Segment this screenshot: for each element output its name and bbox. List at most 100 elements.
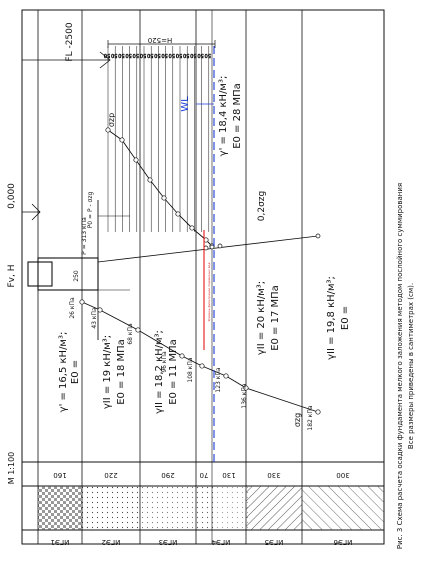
zg-value-label: 108 кПа xyxy=(187,357,194,382)
sublayer-label: 50 xyxy=(147,52,153,58)
zg-point xyxy=(243,385,249,391)
zg-value-label: 43 кПа xyxy=(91,307,98,329)
zp-point xyxy=(147,177,153,183)
thickness-1: 160 xyxy=(53,471,66,479)
zg02-point xyxy=(203,245,209,251)
sublayer-label: 50 xyxy=(197,52,203,58)
zp-label: σzp xyxy=(107,113,116,127)
index-4: ИГЭ4 xyxy=(211,538,230,546)
layer-4-gamma: γ' = 18,4 кН/м³; xyxy=(218,76,229,157)
layer-3-e: E0 = 11 МПа xyxy=(168,339,179,405)
index-2: ИГЭ2 xyxy=(102,538,121,546)
index-1: ИГЭ1 xyxy=(51,538,70,546)
hatch-layer-1 xyxy=(38,486,82,530)
layer-4-e: E0 = 28 МПа xyxy=(232,83,243,149)
h-total-label: H=520 xyxy=(148,36,173,44)
zg02-point xyxy=(209,244,215,250)
thickness-5: 130 xyxy=(222,471,235,479)
load-label: Fv, H xyxy=(7,265,17,288)
zp-point xyxy=(133,157,139,163)
thickness-6: 330 xyxy=(267,471,280,479)
level-label: 0,000 xyxy=(7,183,17,209)
zg-point xyxy=(97,307,103,313)
sublayer-label: 50 xyxy=(190,52,196,58)
layer-properties: γ' = 16,5 кН/м³; E0 = γII = 19 кН/м³; E0… xyxy=(58,76,351,414)
thickness-4: 70 xyxy=(200,471,209,479)
dim-250-label: 250 xyxy=(73,270,80,282)
zp-point xyxy=(175,211,181,217)
thickness-2: 220 xyxy=(104,471,117,479)
sheet-frame xyxy=(21,9,385,545)
index-6: ИГЭ6 xyxy=(333,538,352,546)
zg02-point xyxy=(217,243,223,249)
zg-point xyxy=(315,409,321,415)
zg-value-label: 96 кПа xyxy=(161,351,168,373)
fl-label: FL -2500 xyxy=(65,22,75,61)
zg-value-label: 26 кПа xyxy=(69,297,76,319)
foundation-footing xyxy=(37,257,99,291)
layer-2-gamma: γII = 19 кН/м³; xyxy=(102,335,113,409)
zg02-point xyxy=(315,233,321,239)
scale-label: М 1:100 xyxy=(7,452,16,485)
sublayer-label: 50 xyxy=(169,52,175,58)
sublayer-label: 50 xyxy=(205,52,211,58)
zg-point xyxy=(179,353,185,359)
sublayer-label: 50 xyxy=(133,52,139,58)
hatch-layer-4 xyxy=(196,486,248,530)
foundation xyxy=(27,200,130,340)
p0-label: P0 = P - σzg xyxy=(87,191,94,228)
hatch-layer-6 xyxy=(302,486,384,530)
zg-label: σzg xyxy=(293,413,302,427)
layer-thickness-labels: 160 220 290 70 130 330 300 xyxy=(53,471,349,479)
layer-3-gamma: γII = 18,2 кН/м³; xyxy=(154,330,165,414)
groundwater xyxy=(196,46,215,462)
sublayer-label: 50 xyxy=(176,52,182,58)
hatch-layer-2 xyxy=(82,486,140,530)
zp-point xyxy=(161,195,167,201)
layer-1-e: E0 = xyxy=(70,360,81,384)
zg-value-label: 182 кПа xyxy=(307,405,314,430)
zg-point xyxy=(223,373,229,379)
zp-point xyxy=(105,127,111,133)
figure-title: Рис. 3 Схема расчета осадки фундамента м… xyxy=(396,183,404,549)
sublayer-label: 50 xyxy=(154,52,160,58)
zg-point xyxy=(199,363,205,369)
zg-value-label: 136 кПа xyxy=(241,383,248,408)
pressure-label: P = 313 кПа xyxy=(81,217,88,255)
zg-value-label: 68 кПа xyxy=(127,323,134,345)
figure-note: Все размеры приведены в сантиметрах (см)… xyxy=(407,283,415,449)
index-3: ИГЭ3 xyxy=(159,538,178,546)
sublayer-label: 50 xyxy=(183,52,189,58)
hatch-layer-5 xyxy=(246,486,302,530)
layer-1-gamma: γ' = 16,5 кН/м³; xyxy=(58,332,69,413)
layer-5-e: E0 = 17 МПа xyxy=(270,285,281,351)
sublayer-label: 50 xyxy=(161,52,167,58)
thickness-7: 300 xyxy=(336,471,349,479)
wl-label: WL xyxy=(180,96,191,112)
zg02-label: 0,2σzg xyxy=(257,191,267,221)
groundwater-label: Уровень фильтрации подземных вод xyxy=(207,263,211,322)
sublayer-label: 50 xyxy=(125,52,131,58)
zg-point xyxy=(79,299,85,305)
layer-6-e: E0 = xyxy=(340,306,351,330)
stress-curves xyxy=(79,127,321,415)
layer-5-gamma: γII = 20 кН/м³; xyxy=(256,281,267,355)
zg-curve xyxy=(81,301,319,413)
sublayer-label: 50 xyxy=(111,52,117,58)
zg-value-label: 123 кПа xyxy=(215,367,222,392)
sublayer-label: 50 xyxy=(140,52,146,58)
level-marks xyxy=(22,51,111,221)
thickness-3: 290 xyxy=(161,471,174,479)
sublayer-label: 50 xyxy=(118,52,124,58)
zp-point xyxy=(119,137,125,143)
sublayer-label: 50 xyxy=(104,52,110,58)
sublayer-ticks: 50 50 50 50 50 50 50 50 50 50 50 50 50 50 50 xyxy=(104,46,211,232)
layer-2-e: E0 = 18 МПа xyxy=(116,339,127,405)
index-5: ИГЭ5 xyxy=(265,538,284,546)
foundation-column xyxy=(27,261,53,287)
layer-6-gamma: γII = 19,8 кН/м³; xyxy=(326,276,337,360)
bottom-index-labels: ИГЭ1 ИГЭ2 ИГЭ3 ИГЭ4 ИГЭ5 ИГЭ6 xyxy=(51,538,353,546)
zg-values: 26 кПа 43 кПа 68 кПа 96 кПа 108 кПа 123 кПа 13… xyxy=(69,297,314,431)
zp-point xyxy=(189,225,195,231)
